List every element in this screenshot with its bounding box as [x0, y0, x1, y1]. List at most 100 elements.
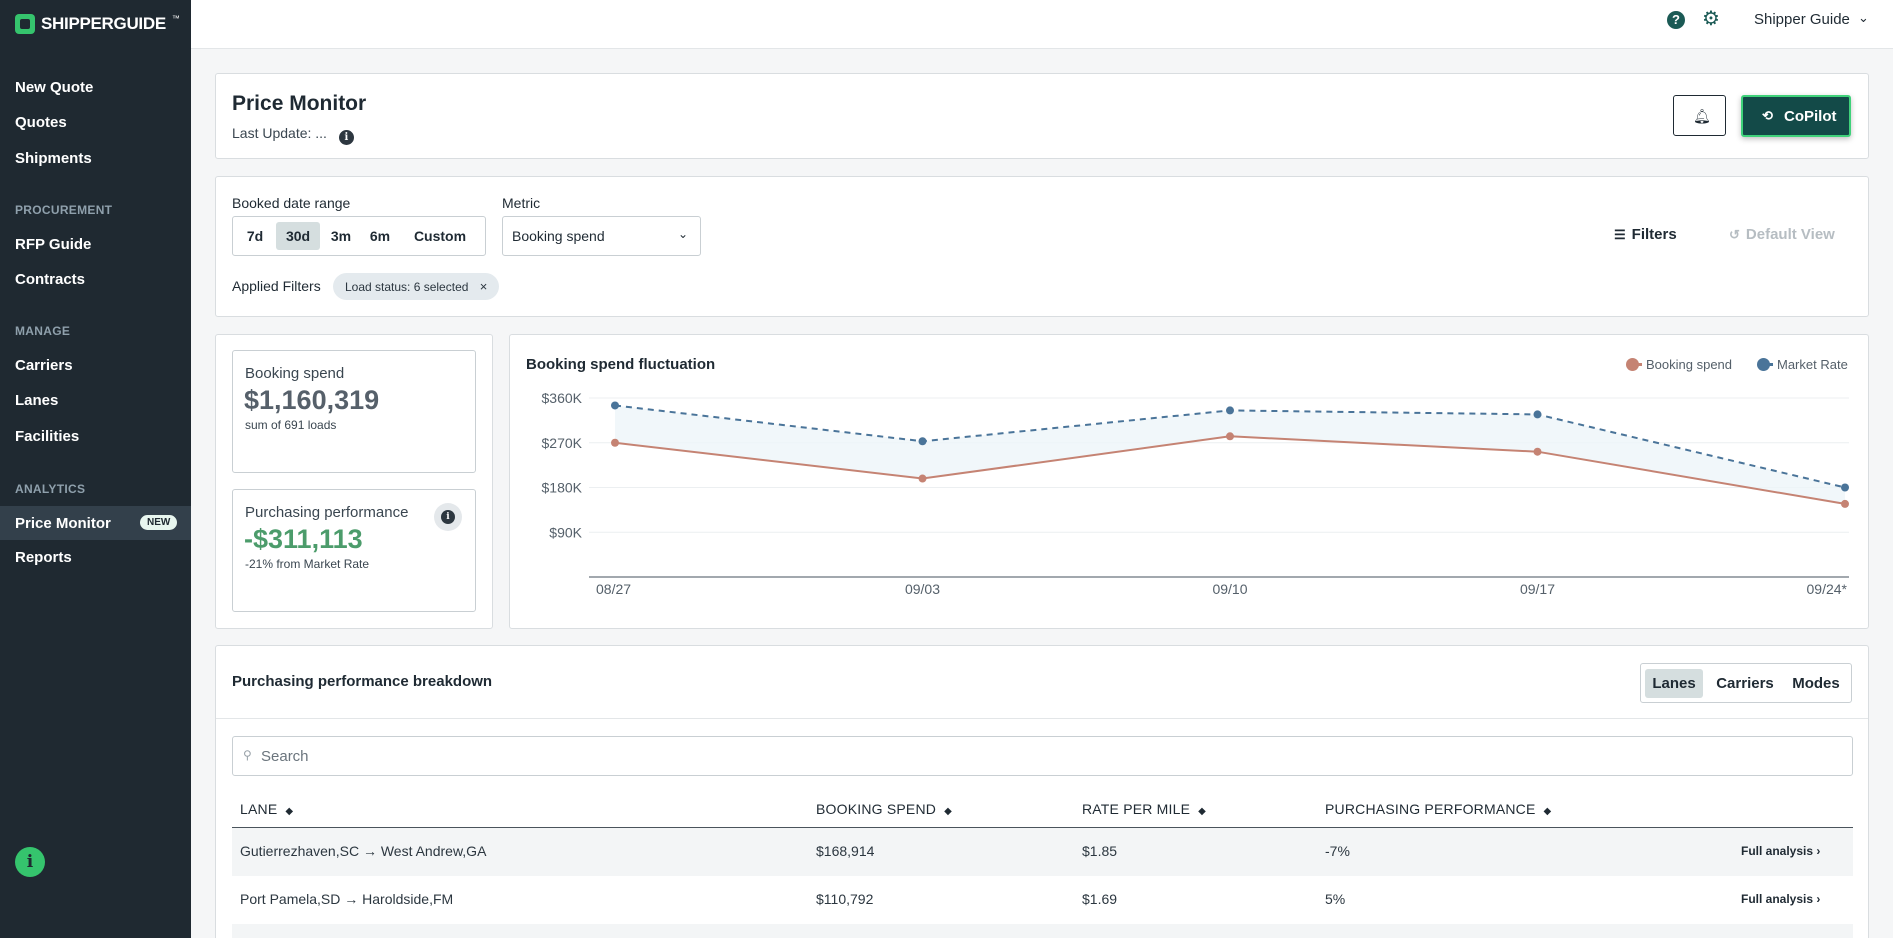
data-point — [611, 401, 619, 410]
filters-button[interactable]: ☰ Filters — [1614, 226, 1677, 243]
sidebar-item-shipments[interactable]: Shipments — [15, 150, 92, 167]
account-menu[interactable]: Shipper Guide — [1754, 11, 1850, 28]
y-tick-label: $360K — [542, 390, 583, 406]
sidebar-item-price-monitor[interactable]: Price Monitor — [15, 515, 111, 532]
cell-lane: Port Pamela,SD → Haroldside,FM — [240, 891, 454, 907]
default-view-button[interactable]: ↺ Default View — [1729, 226, 1835, 243]
col-header-label: LANE — [240, 801, 278, 817]
header-card — [215, 73, 1869, 159]
tab-lanes[interactable]: Lanes — [1645, 669, 1703, 698]
col-header-lane[interactable]: LANE ◆ — [240, 801, 293, 817]
sidebar-item-lanes[interactable]: Lanes — [15, 392, 59, 409]
date-range-selector: 7d 30d 3m 6m Custom — [232, 216, 486, 256]
help-icon[interactable]: ? — [1667, 11, 1685, 29]
close-icon[interactable]: × — [479, 279, 488, 294]
data-point — [1226, 406, 1234, 415]
kpi-sub: sum of 691 loads — [245, 418, 337, 432]
sort-icon[interactable]: ◆ — [1543, 806, 1552, 817]
logo[interactable]: SHIPPERGUIDE ™ — [15, 14, 180, 34]
sort-icon[interactable]: ◆ — [944, 806, 952, 817]
x-tick-label: 09/24* — [1807, 581, 1848, 597]
col-header-label: PURCHASING PERFORMANCE — [1325, 801, 1536, 817]
section-analytics: ANALYTICS — [15, 482, 86, 496]
gear-icon[interactable]: ⚙ — [1702, 8, 1720, 30]
sort-icon[interactable]: ◆ — [285, 806, 294, 817]
cell-spend: $110,792 — [816, 891, 874, 907]
kpi-label: Booking spend — [245, 365, 345, 382]
cell-spend: $168,914 — [816, 843, 875, 859]
data-point — [1841, 499, 1849, 508]
search-icon: ⚲ — [243, 748, 252, 762]
col-header-label: RATE PER MILE — [1082, 801, 1191, 817]
col-header-label: BOOKING SPEND — [816, 801, 937, 817]
legend-marker — [1757, 358, 1773, 371]
range-3m[interactable]: 3m — [330, 228, 352, 244]
sidebar-item-carriers[interactable]: Carriers — [15, 357, 73, 374]
default-view-label: Default View — [1745, 226, 1835, 243]
copilot-button[interactable]: ⟲ CoPilot — [1741, 95, 1851, 137]
page-title: Price Monitor — [232, 92, 367, 115]
legend-market-rate[interactable]: Market Rate — [1757, 357, 1848, 372]
filters-icon: ☰ — [1614, 227, 1626, 242]
table-row[interactable]: Gutierrezhaven,SC → West Andrew,GA $168,… — [232, 828, 1853, 876]
range-custom[interactable]: Custom — [413, 228, 467, 244]
range-6m[interactable]: 6m — [369, 228, 391, 244]
search-box[interactable]: ⚲ — [232, 736, 1853, 776]
logo-trademark: ™ — [171, 13, 180, 23]
kpi-value: $1,160,319 — [244, 385, 380, 415]
purchasing-info-button[interactable]: i — [434, 503, 462, 531]
sidebar-item-contracts[interactable]: Contracts — [15, 271, 86, 288]
data-point — [1226, 432, 1234, 441]
notifications-button[interactable]: 🔔︎ — [1673, 95, 1726, 136]
range-30d[interactable]: 30d — [276, 222, 320, 250]
sort-icon[interactable]: ◆ — [1198, 806, 1207, 817]
reset-icon: ↺ — [1729, 227, 1740, 242]
new-badge: NEW — [140, 515, 178, 530]
logo-mark-icon — [15, 14, 35, 34]
full-analysis-link[interactable]: Full analysis › — [1741, 892, 1821, 906]
cell-perf: 5% — [1325, 891, 1346, 907]
chevron-down-icon[interactable]: ⌄ — [1858, 10, 1869, 25]
section-procurement: PROCUREMENT — [15, 203, 113, 217]
metric-select[interactable]: Booking spend ⌄ — [502, 216, 701, 256]
cell-rpm: $1.85 — [1082, 843, 1118, 859]
x-tick-label: 08/27 — [596, 581, 631, 597]
col-header-purchasing-performance[interactable]: PURCHASING PERFORMANCE ◆ — [1325, 801, 1551, 817]
applied-filter-chip[interactable]: Load status: 6 selected × — [333, 273, 500, 300]
table-row[interactable]: Port Pamela,SD → Haroldside,FM $110,792 … — [232, 876, 1853, 924]
sidebar-item-reports[interactable]: Reports — [15, 549, 72, 566]
col-header-rate-per-mile[interactable]: RATE PER MILE ◆ — [1082, 801, 1206, 817]
tab-carriers[interactable]: Carriers — [1716, 675, 1774, 692]
range-7d[interactable]: 7d — [246, 228, 264, 244]
divider — [216, 718, 1868, 719]
info-icon[interactable]: i — [338, 130, 354, 145]
top-bar — [191, 0, 1893, 49]
breakdown-tabs: Lanes Carriers Modes — [1640, 663, 1852, 703]
sidebar-item-quotes[interactable]: Quotes — [15, 114, 67, 131]
legend-label: Market Rate — [1777, 357, 1848, 372]
tab-modes[interactable]: Modes — [1792, 675, 1840, 692]
chart-title: Booking spend fluctuation — [526, 356, 716, 373]
cell-lane: Gutierrezhaven,SC → West Andrew,GA — [240, 843, 487, 859]
y-tick-label: $270K — [542, 435, 583, 451]
legend-booking-spend[interactable]: Booking spend — [1626, 357, 1732, 372]
data-point — [611, 438, 619, 447]
section-manage: MANAGE — [15, 324, 71, 338]
col-header-booking-spend[interactable]: BOOKING SPEND ◆ — [816, 801, 952, 817]
sidebar-item-new-quote[interactable]: New Quote — [15, 79, 94, 96]
kpi-label: Purchasing performance — [245, 504, 409, 521]
cell-perf: -7% — [1325, 843, 1350, 859]
x-tick-label: 09/17 — [1520, 581, 1555, 597]
x-tick-label: 09/03 — [905, 581, 940, 597]
data-point — [1841, 483, 1849, 492]
copilot-icon: ⟲ — [1762, 108, 1773, 123]
chip-label: Load status: 6 selected — [345, 280, 469, 294]
legend-label: Booking spend — [1646, 357, 1733, 372]
sidebar-item-facilities[interactable]: Facilities — [15, 428, 80, 445]
full-analysis-link[interactable]: Full analysis › — [1741, 844, 1821, 858]
info-icon[interactable]: i — [15, 847, 45, 877]
search-input[interactable] — [261, 745, 1841, 767]
table-row[interactable] — [232, 924, 1853, 938]
date-range-label: Booked date range — [232, 195, 351, 211]
sidebar-item-rfp-guide[interactable]: RFP Guide — [15, 236, 92, 253]
